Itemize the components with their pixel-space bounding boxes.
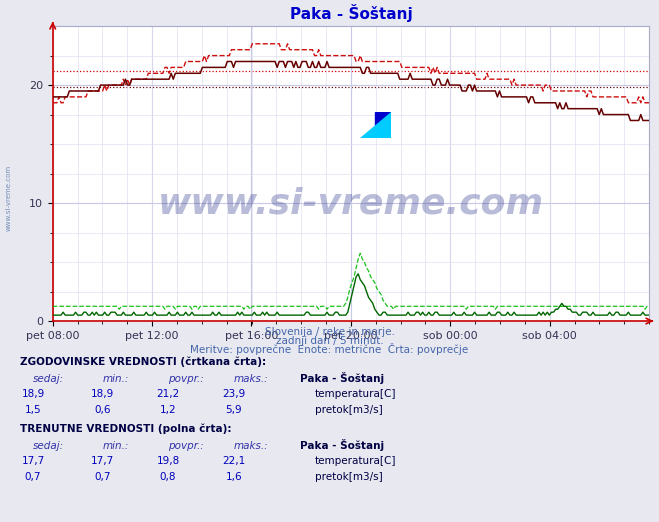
Text: 1,2: 1,2: [159, 405, 177, 415]
Text: maks.:: maks.:: [234, 374, 269, 384]
Text: 21,2: 21,2: [156, 389, 180, 399]
Text: Paka - Šoštanj: Paka - Šoštanj: [300, 439, 384, 451]
Text: temperatura[C]: temperatura[C]: [315, 389, 397, 399]
Text: Paka - Šoštanj: Paka - Šoštanj: [300, 372, 384, 384]
Text: Slovenija / reke in morje.: Slovenija / reke in morje.: [264, 327, 395, 337]
Title: Paka - Šoštanj: Paka - Šoštanj: [289, 4, 413, 22]
Text: 0,6: 0,6: [94, 405, 111, 415]
Text: Meritve: povprečne  Enote: metrične  Črta: povprečje: Meritve: povprečne Enote: metrične Črta:…: [190, 343, 469, 355]
Text: 18,9: 18,9: [21, 389, 45, 399]
Text: 23,9: 23,9: [222, 389, 246, 399]
Text: www.si-vreme.com: www.si-vreme.com: [5, 165, 12, 231]
Text: sedaj:: sedaj:: [33, 374, 64, 384]
Text: min.:: min.:: [102, 441, 129, 451]
Text: povpr.:: povpr.:: [168, 374, 204, 384]
Text: 19,8: 19,8: [156, 456, 180, 467]
Text: 17,7: 17,7: [90, 456, 114, 467]
Text: pretok[m3/s]: pretok[m3/s]: [315, 405, 383, 415]
Text: 0,7: 0,7: [94, 472, 111, 482]
Text: maks.:: maks.:: [234, 441, 269, 451]
Text: min.:: min.:: [102, 374, 129, 384]
Bar: [376, 112, 391, 138]
Text: 0,8: 0,8: [159, 472, 177, 482]
Text: pretok[m3/s]: pretok[m3/s]: [315, 472, 383, 482]
Polygon shape: [360, 112, 391, 138]
Text: 5,9: 5,9: [225, 405, 243, 415]
Text: temperatura[C]: temperatura[C]: [315, 456, 397, 467]
Text: 22,1: 22,1: [222, 456, 246, 467]
Text: 18,9: 18,9: [90, 389, 114, 399]
Text: povpr.:: povpr.:: [168, 441, 204, 451]
Text: www.si-vreme.com: www.si-vreme.com: [158, 186, 544, 220]
Text: zadnji dan / 5 minut.: zadnji dan / 5 minut.: [275, 336, 384, 346]
Text: TRENUTNE VREDNOSTI (polna črta):: TRENUTNE VREDNOSTI (polna črta):: [20, 424, 231, 434]
Text: sedaj:: sedaj:: [33, 441, 64, 451]
Text: 1,5: 1,5: [24, 405, 42, 415]
Text: 0,7: 0,7: [24, 472, 42, 482]
Text: 1,6: 1,6: [225, 472, 243, 482]
Text: ZGODOVINSKE VREDNOSTI (črtkana črta):: ZGODOVINSKE VREDNOSTI (črtkana črta):: [20, 357, 266, 367]
Text: 17,7: 17,7: [21, 456, 45, 467]
